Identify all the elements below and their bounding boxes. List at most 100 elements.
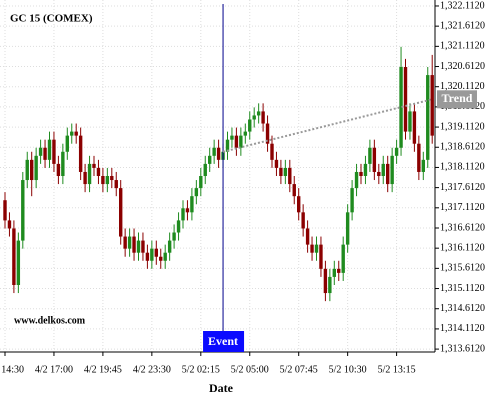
candle-body bbox=[363, 163, 368, 176]
candle-body bbox=[310, 244, 314, 253]
event-box bbox=[203, 331, 245, 352]
y-tick-label: 1,318.1120 bbox=[440, 162, 485, 173]
candle-body bbox=[70, 131, 74, 136]
candle-body bbox=[65, 135, 69, 152]
candle-body bbox=[408, 111, 412, 132]
x-tick-label: 5/2 10:30 bbox=[329, 364, 367, 375]
x-tick-label: 4/2 23:30 bbox=[133, 364, 171, 375]
candle-body bbox=[368, 147, 372, 164]
candle-body bbox=[323, 268, 328, 294]
candle-body bbox=[426, 75, 430, 160]
candle-body bbox=[208, 155, 212, 164]
candle-body bbox=[359, 171, 363, 176]
x-tick-label: 5/2 05:00 bbox=[231, 364, 269, 375]
candle-body bbox=[216, 147, 221, 160]
candle-body bbox=[190, 196, 194, 213]
candle-body bbox=[145, 252, 150, 261]
candle-body bbox=[34, 155, 38, 181]
candle-body bbox=[203, 163, 207, 176]
candle-body bbox=[212, 147, 216, 156]
candle-body bbox=[127, 236, 132, 249]
candle-body bbox=[150, 248, 154, 261]
candle-body bbox=[243, 131, 247, 136]
candle-body bbox=[403, 67, 408, 132]
y-tick-label: 1,316.6120 bbox=[440, 222, 485, 233]
candle-body bbox=[114, 180, 118, 189]
event-label: Event bbox=[208, 334, 238, 348]
y-tick-label: 1,315.1120 bbox=[440, 283, 485, 294]
candle-body bbox=[176, 220, 181, 233]
candle-body bbox=[381, 163, 385, 176]
y-tick-label: 1,319.1120 bbox=[440, 121, 485, 132]
y-tick-label: 1,317.6120 bbox=[440, 182, 485, 193]
candle-body bbox=[52, 139, 56, 164]
candle-body bbox=[61, 151, 65, 176]
candles bbox=[3, 46, 434, 302]
y-tick-label: 1,321.1120 bbox=[440, 41, 485, 52]
y-tick-label: 1,320.1120 bbox=[440, 81, 485, 92]
candle-body bbox=[283, 167, 288, 176]
candle-body bbox=[399, 67, 403, 148]
trend-box bbox=[437, 90, 477, 109]
candle-body bbox=[412, 111, 417, 144]
y-tick-label: 1,314.6120 bbox=[440, 303, 485, 314]
candle-body bbox=[372, 147, 377, 172]
candle-body bbox=[132, 236, 136, 253]
candle-body bbox=[92, 163, 96, 168]
candle-body bbox=[83, 171, 87, 185]
candle-body bbox=[234, 135, 239, 148]
candle-body bbox=[274, 159, 279, 168]
candle-body bbox=[105, 176, 110, 185]
candle-body bbox=[354, 171, 359, 189]
candle-body bbox=[417, 143, 421, 172]
candle-body bbox=[159, 256, 163, 261]
candle-body bbox=[337, 268, 341, 273]
candle-body bbox=[47, 139, 52, 160]
candle-body bbox=[194, 188, 199, 197]
candle-body bbox=[345, 212, 350, 245]
candle-body bbox=[163, 252, 167, 261]
candle-body bbox=[319, 244, 323, 269]
y-tick-label: 1,318.6120 bbox=[440, 142, 485, 153]
candle-body bbox=[328, 276, 332, 294]
x-tick-label: 5/2 13:15 bbox=[378, 364, 416, 375]
candle-body bbox=[78, 135, 83, 172]
y-tick-label: 1,321.6120 bbox=[440, 20, 485, 31]
y-tick-label: 1,314.1120 bbox=[440, 323, 485, 334]
candle-body bbox=[16, 240, 21, 285]
y-tick-label: 1,315.6120 bbox=[440, 263, 485, 274]
x-tick-label: 4/2 19:45 bbox=[84, 364, 122, 375]
y-tick-label: 1,320.6120 bbox=[440, 61, 485, 72]
candle-body bbox=[119, 188, 123, 237]
candle-body bbox=[301, 212, 305, 229]
candle-body bbox=[38, 147, 43, 156]
watermark: www.delkos.com bbox=[14, 315, 86, 326]
candle-body bbox=[154, 248, 158, 257]
candle-body bbox=[305, 228, 310, 245]
candle-body bbox=[12, 228, 16, 285]
candle-body bbox=[239, 135, 243, 148]
candle-body bbox=[181, 208, 185, 221]
candle-body bbox=[167, 240, 172, 253]
candle-body bbox=[256, 111, 261, 116]
candle-body bbox=[101, 176, 105, 185]
candle-body bbox=[3, 200, 7, 221]
candle-body bbox=[185, 208, 190, 213]
candle-body bbox=[265, 123, 270, 144]
grid bbox=[0, 0, 435, 352]
candle-body bbox=[87, 163, 92, 185]
candle-body bbox=[292, 184, 296, 197]
candle-body bbox=[297, 196, 301, 213]
candle-body bbox=[141, 240, 145, 253]
candle-body bbox=[136, 240, 141, 253]
candle-body bbox=[230, 135, 234, 140]
chart-title: GC 15 (COMEX) bbox=[10, 13, 93, 25]
candle-body bbox=[30, 159, 34, 181]
candle-body bbox=[377, 171, 381, 176]
candle-body bbox=[430, 75, 434, 136]
candle-body bbox=[43, 147, 47, 160]
x-tick-label: 5/2 02:15 bbox=[182, 364, 220, 375]
candle-body bbox=[248, 119, 252, 132]
